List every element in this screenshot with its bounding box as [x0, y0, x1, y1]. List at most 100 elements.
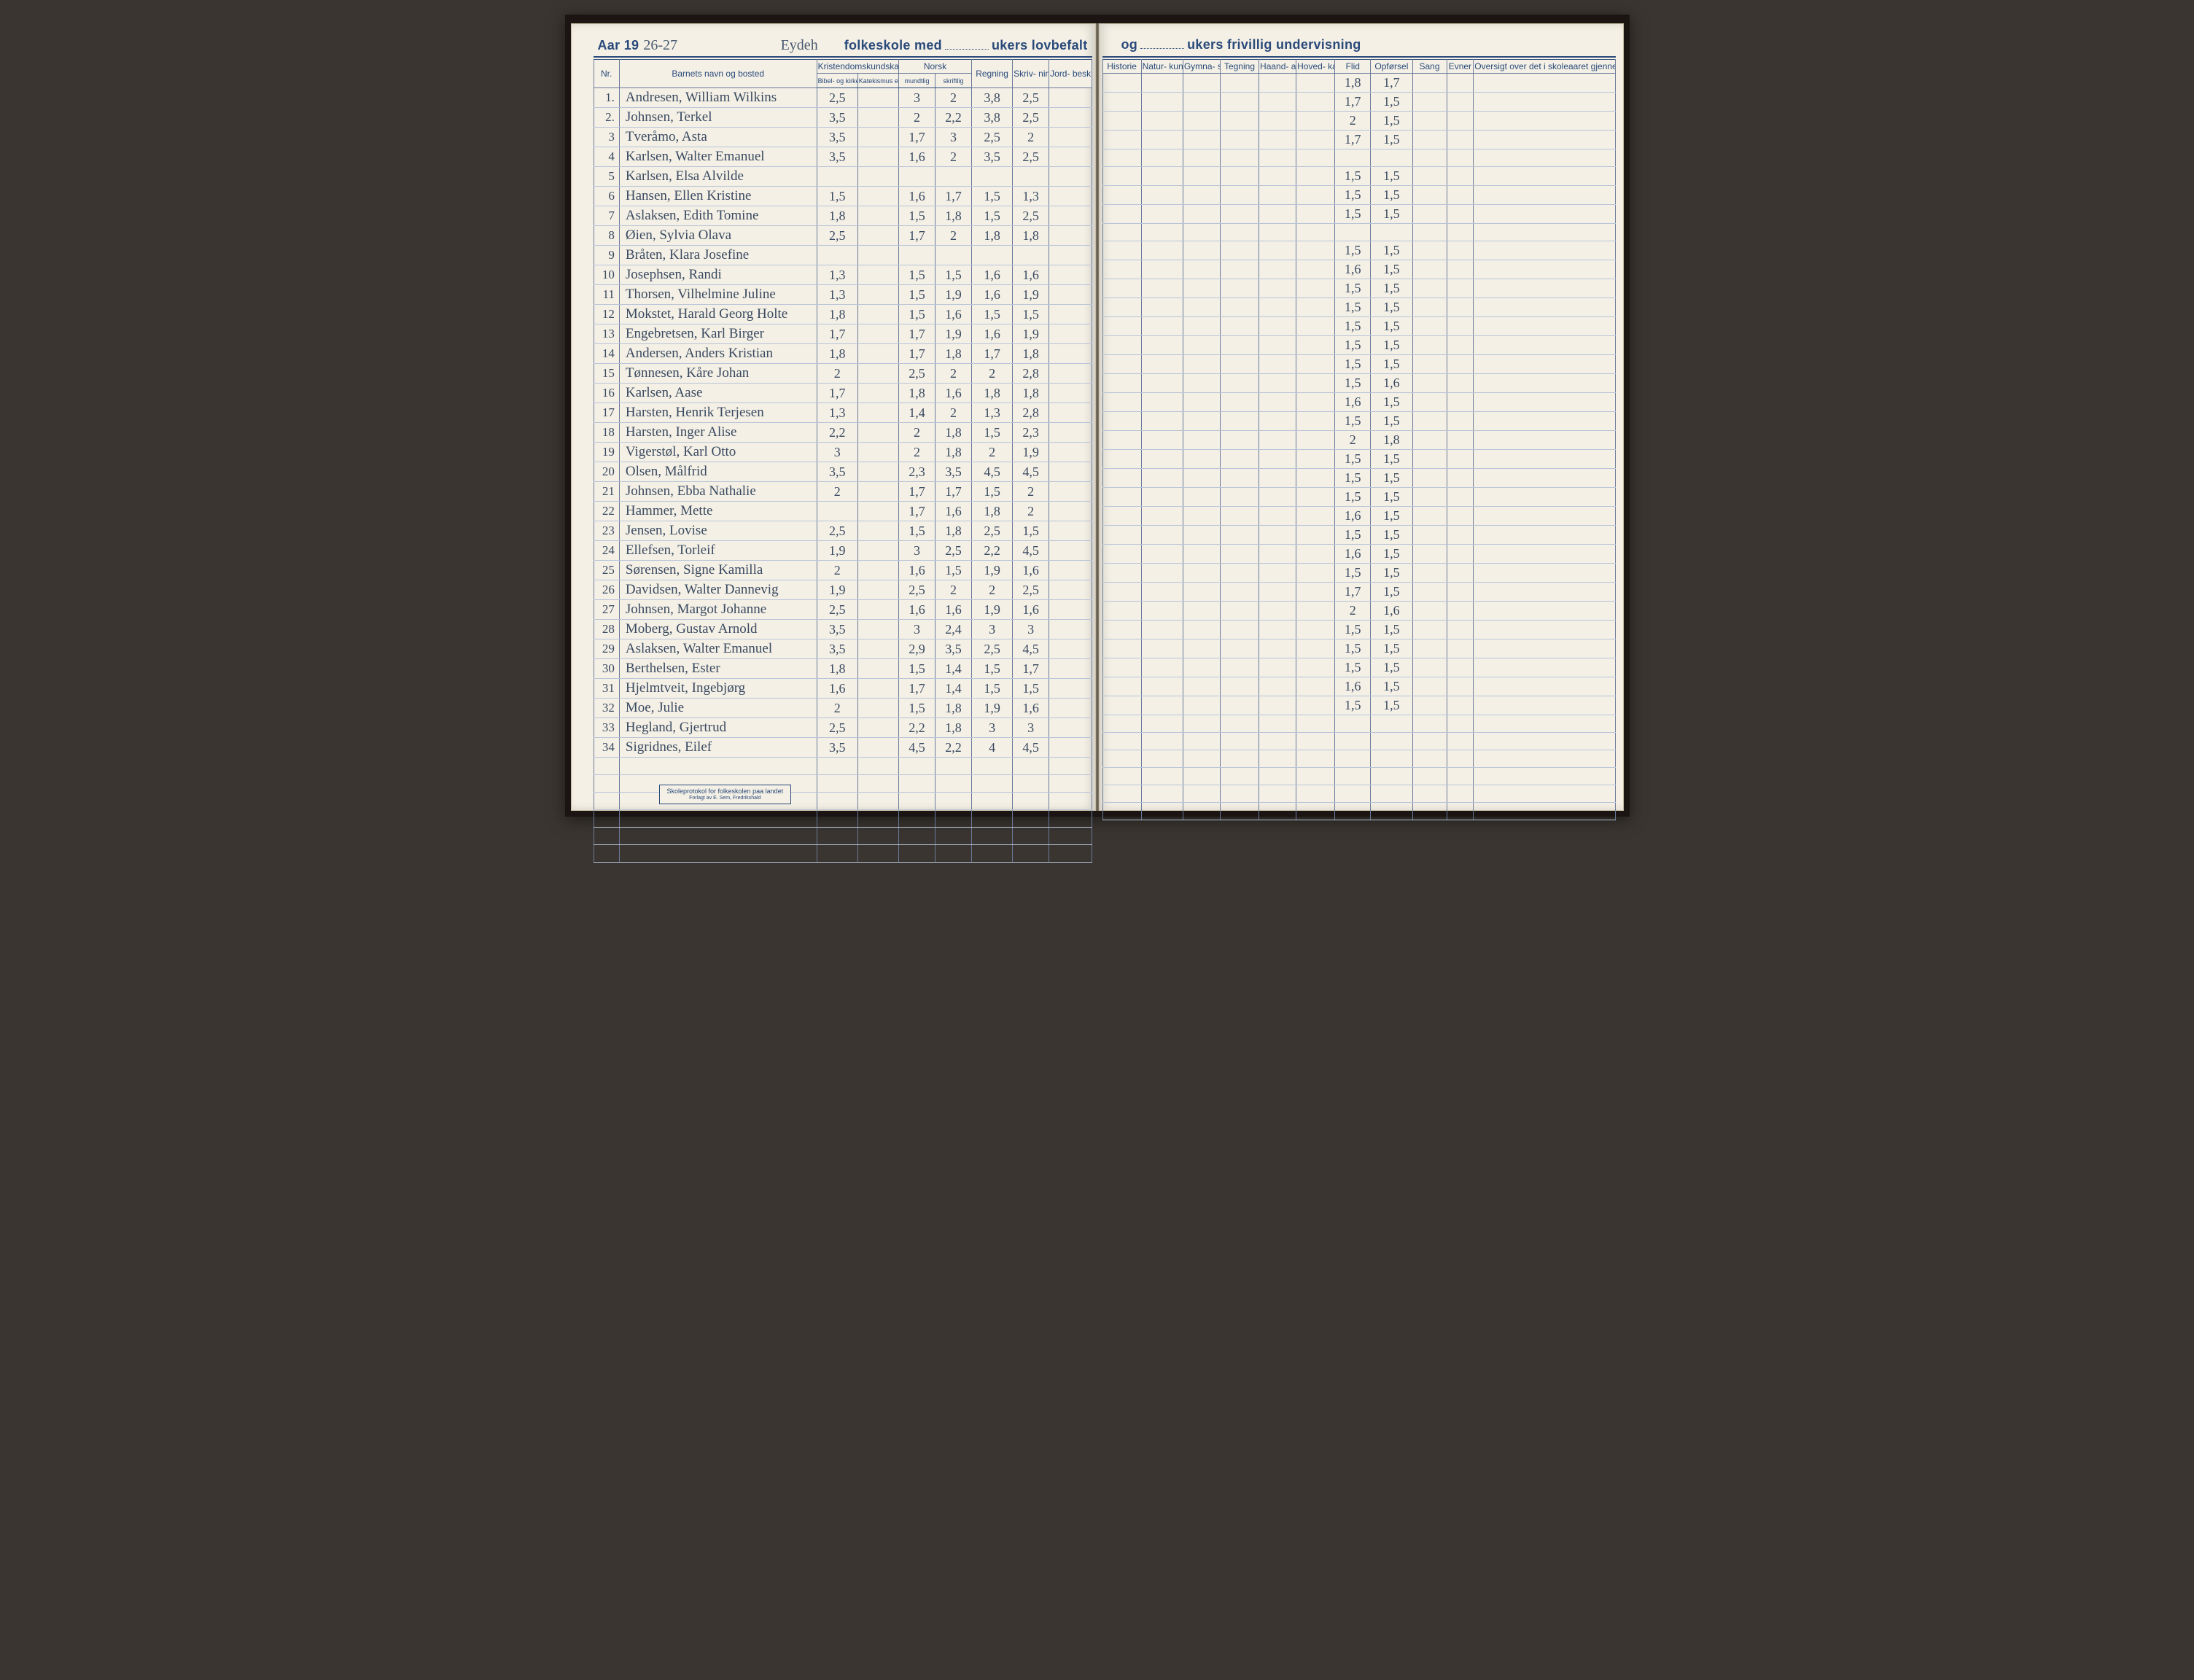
cell	[1259, 450, 1296, 469]
cell: 1,5	[1335, 696, 1371, 715]
cell	[1474, 355, 1615, 374]
cell	[1102, 768, 1141, 785]
table-row: 9Bråten, Klara Josefine	[594, 246, 1092, 265]
cell	[1296, 803, 1335, 820]
cell	[1220, 658, 1259, 677]
cell	[1296, 715, 1335, 733]
cell	[857, 758, 898, 775]
cell	[1447, 658, 1474, 677]
cell: 3,5	[817, 639, 857, 659]
cell	[1183, 167, 1220, 186]
cell	[1259, 167, 1296, 186]
cell: 1,5	[971, 482, 1012, 502]
col-evner: Evner	[1447, 60, 1474, 74]
cell	[1049, 128, 1092, 147]
cell	[1183, 583, 1220, 602]
cell	[1049, 541, 1092, 561]
cell: 2,2	[971, 541, 1012, 561]
cell: 1,5	[1371, 298, 1412, 317]
cell: 2,5	[817, 521, 857, 541]
cell	[1141, 526, 1183, 545]
cell	[1335, 785, 1371, 803]
cell	[1296, 149, 1335, 167]
cell: 1,6	[971, 265, 1012, 285]
cell: 1,4	[899, 403, 935, 423]
cell: 4	[594, 147, 619, 167]
cell	[1412, 507, 1447, 526]
cell	[1259, 658, 1296, 677]
cell	[857, 718, 898, 738]
cell	[1259, 279, 1296, 298]
cell: 2,5	[899, 364, 935, 384]
cell	[1102, 450, 1141, 469]
cell: 2	[1335, 431, 1371, 450]
cell	[857, 639, 898, 659]
cell: 1,7	[899, 502, 935, 521]
table-row: 1,61,5	[1102, 507, 1615, 526]
cell	[1141, 733, 1183, 750]
cell: 1,7	[1335, 131, 1371, 149]
cell	[1183, 279, 1220, 298]
cell	[817, 775, 857, 793]
cell: Vigerstøl, Karl Otto	[619, 443, 817, 462]
cell: 1,5	[899, 285, 935, 305]
cell: 1,5	[971, 206, 1012, 226]
cell: 2,2	[817, 423, 857, 443]
cell	[1183, 545, 1220, 564]
cell: 1,5	[1335, 186, 1371, 205]
cell	[857, 206, 898, 226]
cell	[857, 167, 898, 187]
cell	[1183, 412, 1220, 431]
cell	[1141, 803, 1183, 820]
cell	[1412, 279, 1447, 298]
table-row: 19Vigerstøl, Karl Otto321,821,9	[594, 443, 1092, 462]
cell	[1259, 241, 1296, 260]
cell: 3,5	[817, 462, 857, 482]
table-row: 1,81,7	[1102, 74, 1615, 93]
cell	[1474, 803, 1615, 820]
cell: 1,8	[1371, 431, 1412, 450]
cell	[1412, 750, 1447, 768]
cell	[1220, 149, 1259, 167]
cell: 1,7	[1371, 74, 1412, 93]
col-opforsel: Opførsel	[1371, 60, 1412, 74]
cell	[1412, 564, 1447, 583]
cell: 1,5	[1371, 696, 1412, 715]
table-row	[1102, 224, 1615, 241]
col-norsk-group: Norsk	[899, 60, 972, 74]
cell: 19	[594, 443, 619, 462]
cell	[1447, 768, 1474, 785]
table-row	[1102, 803, 1615, 820]
table-row: 16Karlsen, Aase1,71,81,61,81,8	[594, 384, 1092, 403]
cell	[857, 384, 898, 403]
cell: 1,7	[899, 226, 935, 246]
cell	[1412, 241, 1447, 260]
cell: 1,6	[1371, 374, 1412, 393]
cell	[971, 167, 1012, 187]
table-row: 1,51,5	[1102, 469, 1615, 488]
cell	[1259, 224, 1296, 241]
cell	[1183, 186, 1220, 205]
cell: 1,6	[1335, 545, 1371, 564]
table-row: 1,51,5	[1102, 412, 1615, 431]
cell: Karlsen, Aase	[619, 384, 817, 403]
cell	[1183, 224, 1220, 241]
cell: 1,8	[971, 384, 1012, 403]
cell: 1,5	[1371, 564, 1412, 583]
table-row	[1102, 149, 1615, 167]
cell	[1049, 305, 1092, 324]
cell: 1,6	[935, 384, 971, 403]
cell	[1183, 260, 1220, 279]
table-row: 1,51,5	[1102, 564, 1615, 583]
cell	[1447, 785, 1474, 803]
table-row: 1,51,5	[1102, 279, 1615, 298]
table-row: 5Karlsen, Elsa Alvilde	[594, 167, 1092, 187]
table-row: 13Engebretsen, Karl Birger1,71,71,91,61,…	[594, 324, 1092, 344]
cell	[1183, 393, 1220, 412]
cell	[1049, 265, 1092, 285]
cell: 1,6	[935, 600, 971, 620]
cell	[1335, 149, 1371, 167]
cell	[1183, 715, 1220, 733]
cell	[1447, 696, 1474, 715]
cell	[857, 285, 898, 305]
